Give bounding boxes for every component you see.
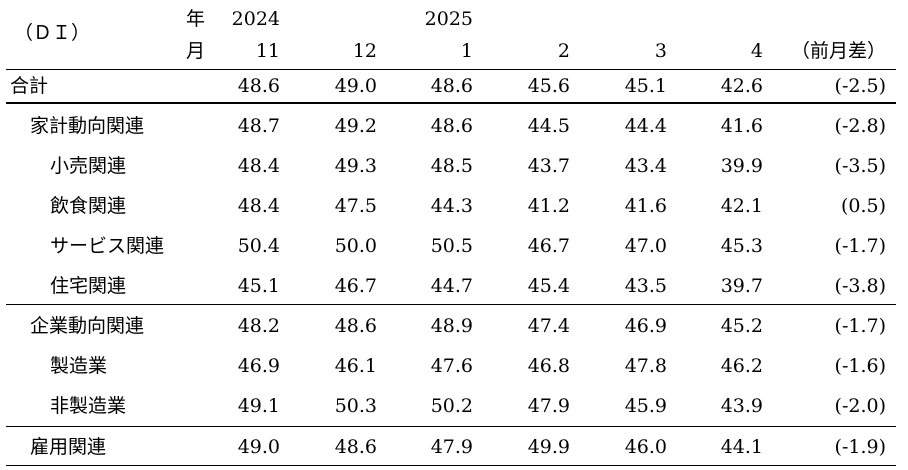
di-label: （ＤＩ） (14, 22, 91, 44)
cell-value: 45.4 (527, 275, 570, 297)
cell-value: 49.1 (237, 395, 280, 417)
row-label: 住宅関連 (50, 275, 127, 297)
cell-diff: (0.5) (840, 195, 886, 217)
cell-value: 44.3 (430, 195, 473, 217)
row-label: 企業動向関連 (30, 315, 145, 337)
cell-value: 48.4 (237, 155, 280, 177)
cell-diff: (-2.0) (834, 395, 886, 417)
cell-value: 44.1 (720, 436, 763, 458)
cell-value: 50.5 (430, 235, 473, 257)
month-header: 2 (557, 40, 570, 62)
cell-value: 49.0 (334, 75, 377, 97)
bottom-rule (6, 465, 896, 466)
cell-value: 41.6 (720, 115, 763, 137)
cell-value: 50.3 (334, 395, 377, 417)
cell-diff: (-1.6) (834, 355, 886, 377)
cell-diff: (-2.8) (834, 115, 886, 137)
row-label: 製造業 (50, 355, 108, 377)
cell-diff: (-1.7) (834, 235, 886, 257)
cell-value: 39.7 (720, 275, 763, 297)
cell-value: 43.5 (624, 275, 667, 297)
cell-value: 48.6 (430, 115, 473, 137)
year-label: 年 (186, 8, 206, 30)
cell-value: 47.6 (430, 355, 473, 377)
month-header: 11 (255, 40, 280, 62)
cell-value: 47.9 (430, 436, 473, 458)
cell-value: 45.1 (237, 275, 280, 297)
cell-value: 48.9 (430, 315, 473, 337)
cell-value: 48.6 (237, 75, 280, 97)
month-header: 1 (460, 40, 473, 62)
cell-value: 48.6 (334, 436, 377, 458)
row-label: 非製造業 (50, 395, 127, 417)
section-rule (6, 426, 896, 427)
cell-value: 50.4 (237, 235, 280, 257)
cell-value: 48.6 (430, 75, 473, 97)
header-rule (6, 69, 896, 70)
row-label: サービス関連 (50, 235, 165, 257)
cell-value: 46.2 (720, 355, 763, 377)
cell-value: 47.5 (334, 195, 377, 217)
cell-diff: (-1.7) (834, 315, 886, 337)
year-header-2025: 2025 (424, 8, 473, 30)
diff-header: （前月差） (790, 40, 886, 62)
cell-value: 48.7 (237, 115, 280, 137)
cell-value: 42.6 (720, 75, 763, 97)
cell-diff: (-3.8) (834, 275, 886, 297)
cell-value: 45.2 (720, 315, 763, 337)
cell-value: 46.7 (334, 275, 377, 297)
cell-value: 46.9 (624, 315, 667, 337)
cell-value: 44.5 (527, 115, 570, 137)
cell-value: 45.3 (720, 235, 763, 257)
month-header: 3 (654, 40, 667, 62)
cell-value: 42.1 (720, 195, 763, 217)
month-label: 月 (186, 40, 206, 62)
cell-value: 44.4 (624, 115, 667, 137)
cell-value: 48.6 (334, 315, 377, 337)
cell-value: 46.8 (527, 355, 570, 377)
cell-value: 46.9 (237, 355, 280, 377)
cell-value: 50.0 (334, 235, 377, 257)
cell-value: 39.9 (720, 155, 763, 177)
cell-value: 41.6 (624, 195, 667, 217)
cell-value: 43.4 (624, 155, 667, 177)
row-label: 小売関連 (50, 155, 127, 177)
cell-value: 45.6 (527, 75, 570, 97)
cell-value: 49.9 (527, 436, 570, 458)
cell-value: 47.0 (624, 235, 667, 257)
cell-value: 49.2 (334, 115, 377, 137)
row-label: 家計動向関連 (30, 115, 145, 137)
cell-value: 47.9 (527, 395, 570, 417)
year-header-2024: 2024 (231, 8, 280, 30)
cell-value: 49.3 (334, 155, 377, 177)
month-header: 4 (750, 40, 763, 62)
cell-value: 50.2 (430, 395, 473, 417)
month-header: 12 (352, 40, 377, 62)
cell-value: 43.9 (720, 395, 763, 417)
cell-value: 41.2 (527, 195, 570, 217)
section-rule (6, 304, 896, 305)
cell-value: 48.4 (237, 195, 280, 217)
cell-value: 45.9 (624, 395, 667, 417)
row-label: 合計 (10, 75, 49, 97)
cell-value: 47.8 (624, 355, 667, 377)
total-rule (6, 102, 896, 104)
cell-value: 48.5 (430, 155, 473, 177)
cell-diff: (-1.9) (834, 436, 886, 458)
cell-value: 46.7 (527, 235, 570, 257)
cell-diff: (-2.5) (834, 75, 886, 97)
row-label: 飲食関連 (50, 195, 127, 217)
cell-diff: (-3.5) (834, 155, 886, 177)
cell-value: 48.2 (237, 315, 280, 337)
cell-value: 45.1 (624, 75, 667, 97)
cell-value: 46.0 (624, 436, 667, 458)
cell-value: 47.4 (527, 315, 570, 337)
cell-value: 43.7 (527, 155, 570, 177)
cell-value: 49.0 (237, 436, 280, 458)
cell-value: 44.7 (430, 275, 473, 297)
row-label: 雇用関連 (30, 436, 107, 458)
cell-value: 46.1 (334, 355, 377, 377)
